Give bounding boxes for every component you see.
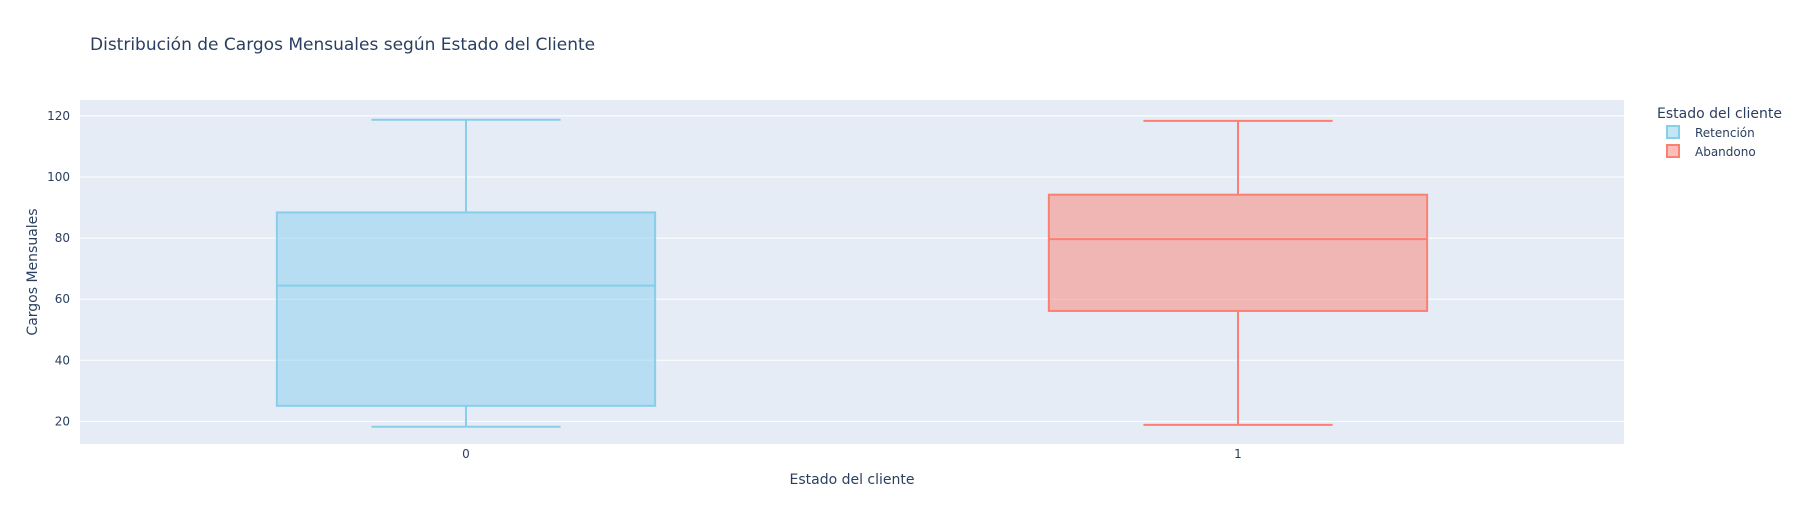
y-tick-label: 60 [55,292,70,306]
y-axis-title: Cargos Mensuales [25,208,41,335]
box-group [1047,119,1429,426]
y-tick-label: 120 [47,109,70,123]
box-series [275,118,1429,428]
legend-swatch [1666,144,1680,158]
iqr-box [275,211,657,407]
legend-swatch [1666,125,1680,139]
x-tick-label: 0 [462,447,470,461]
legend-label: Retención [1695,126,1755,140]
chart-title: Distribución de Cargos Mensuales según E… [90,35,595,55]
legend-label: Abandono [1695,145,1756,159]
legend-item[interactable]: Abandono [1666,144,1756,159]
legend-item[interactable]: Retención [1666,125,1755,140]
y-tick-label: 40 [55,353,70,367]
x-tick-label: 1 [1234,447,1242,461]
iqr-box [1047,193,1429,312]
y-tick-label: 20 [55,414,70,428]
legend-items: Retención Abandono [1666,125,1756,159]
legend: Estado del cliente Retención Abandono [1657,106,1782,159]
y-tick-label: 80 [55,231,70,245]
box-group [275,118,657,428]
legend-title: Estado del cliente [1657,106,1782,122]
x-axis-title: Estado del cliente [789,472,914,488]
y-axis-ticks: 20 40 60 80 100 120 [47,109,70,429]
y-tick-label: 100 [47,170,70,184]
